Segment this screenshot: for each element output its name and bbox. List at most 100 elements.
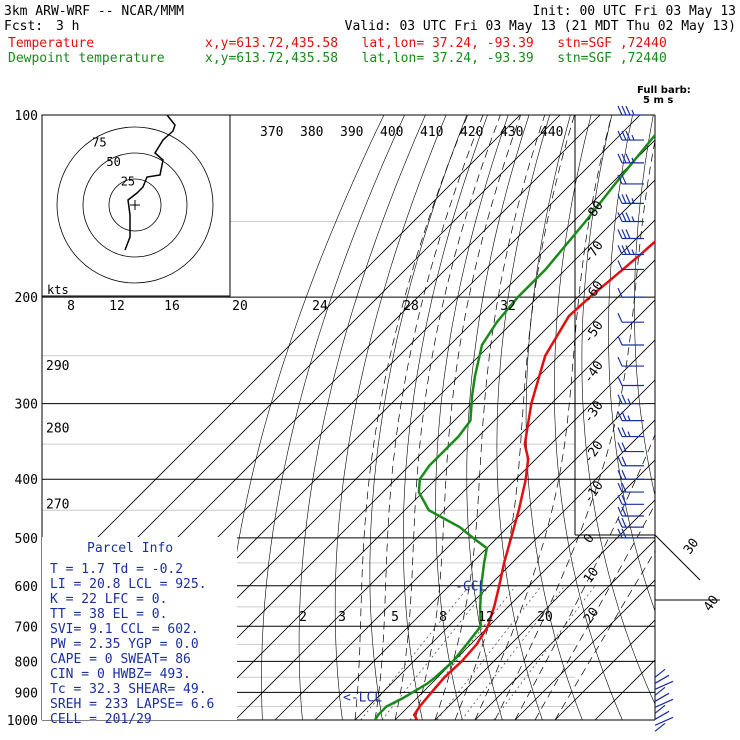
theta-label: 390 xyxy=(340,125,363,140)
moist-adiabat xyxy=(454,115,575,720)
parcel-info-row: SREH = 233 LAPSE= 6.6 xyxy=(50,697,214,712)
wind-barb xyxy=(617,229,644,240)
parcel-info-title: Parcel Info xyxy=(87,541,173,556)
dry-adiabat xyxy=(554,115,623,720)
barb-flag xyxy=(625,153,631,164)
barb-flag xyxy=(625,212,631,222)
pressure-tick-label: 200 xyxy=(15,291,38,306)
mixing-ratio-label: 2 xyxy=(299,610,307,625)
barb-flag xyxy=(621,394,627,404)
barb-flag xyxy=(621,442,627,452)
wind-barbs xyxy=(617,105,674,732)
moist-adiabat xyxy=(374,115,484,720)
barb-flag xyxy=(617,356,623,367)
barb-flag xyxy=(617,506,623,517)
hodograph-ring-label: 25 xyxy=(121,175,135,189)
surface-barb xyxy=(654,680,674,690)
barb-flag xyxy=(621,427,627,437)
isotherm-label: -50 xyxy=(581,318,607,346)
valid-time: Valid: 03 UTC Fri 03 May 13 (21 MDT Thu … xyxy=(345,19,736,34)
surface-barb xyxy=(654,698,674,708)
mixing-ratio-label: 8 xyxy=(67,299,75,314)
barb-half xyxy=(631,157,635,164)
barb-flag xyxy=(617,229,623,239)
theta-label: 440 xyxy=(540,125,563,140)
wind-barb xyxy=(617,212,644,223)
isotherm-label: 40 xyxy=(701,593,722,614)
mixing-ratio-label: 20 xyxy=(537,610,553,625)
parcel-info-row: TT = 38 EL = 0. xyxy=(50,607,167,622)
surface-barb xyxy=(654,716,674,726)
dewpoint-legend: Dewpoint temperature xyxy=(8,51,165,66)
barb-flag xyxy=(617,470,623,480)
wind-barb xyxy=(617,260,644,271)
dry-adiabat xyxy=(581,115,655,705)
barb-legend-units: 5 m s xyxy=(643,95,673,106)
barb-flag xyxy=(621,470,627,480)
barb-flag xyxy=(617,495,623,505)
moist-adiabat xyxy=(494,138,655,720)
barb-flag xyxy=(621,194,627,204)
barb-flag xyxy=(617,456,623,467)
barb-flag xyxy=(617,335,623,346)
mixing-ratio-line xyxy=(381,585,490,720)
dry-adiabat xyxy=(496,115,550,720)
theta-label: 380 xyxy=(300,125,323,140)
ccl-marker: -CCL xyxy=(455,580,486,595)
wind-barb xyxy=(617,528,644,539)
dry-adiabat xyxy=(222,115,385,720)
isotherm-line xyxy=(154,219,655,720)
barb-flag xyxy=(621,229,627,239)
dry-adiabat xyxy=(660,115,740,720)
barb-flag xyxy=(625,245,631,255)
surface-barb xyxy=(654,674,670,684)
dry-adiabat xyxy=(435,115,509,720)
skew-frame-edge xyxy=(654,534,701,581)
isotherm-line xyxy=(42,115,521,594)
barb-half xyxy=(627,431,631,437)
barb-flag xyxy=(617,312,623,323)
dry-adiabat xyxy=(334,115,447,720)
mixing-ratio-label: 3 xyxy=(338,610,346,625)
isotherm-label: 0 xyxy=(581,531,598,546)
barb-half xyxy=(631,249,635,255)
barb-flag xyxy=(621,456,627,467)
pressure-tick-label: 100 xyxy=(15,109,38,124)
parcel-info-row: Tc = 32.3 SHEAR= 49. xyxy=(50,682,207,697)
pressure-tick-label: 600 xyxy=(15,580,38,595)
barb-flag xyxy=(625,130,631,141)
wind-barb xyxy=(617,376,644,387)
pressure-tick-label: 900 xyxy=(15,686,38,701)
pressure-tick-label: 400 xyxy=(15,473,38,488)
parcel-info-box: Parcel Info T = 1.7 Td = -0.2LI = 20.8 L… xyxy=(42,537,237,727)
isotherm-label: -10 xyxy=(581,478,607,506)
lcl-marker: <-LCL xyxy=(343,691,382,706)
barb-flag xyxy=(617,287,623,298)
pressure-tick-label: 500 xyxy=(15,532,38,547)
parcel-info-row: T = 1.7 Td = -0.2 xyxy=(50,562,183,577)
moist-adiabat xyxy=(414,115,521,720)
barb-flag xyxy=(625,229,631,239)
hodograph-units: kts xyxy=(47,283,69,297)
temperature-profile xyxy=(412,239,655,720)
hodograph-ring xyxy=(56,126,214,284)
forecast-hours: 3 h xyxy=(56,19,79,34)
barb-flag xyxy=(621,528,627,539)
theta-label: 430 xyxy=(500,125,523,140)
surface-barb xyxy=(654,710,670,720)
mixing-ratio-label: 12 xyxy=(109,299,125,314)
pressure-tick-label: 700 xyxy=(15,620,38,635)
wind-barb xyxy=(617,495,644,505)
dry-adiabat xyxy=(684,115,740,720)
moist-adiabat xyxy=(474,115,613,720)
barb-flag xyxy=(625,105,631,116)
barb-flag xyxy=(617,482,623,493)
moist-adiabat xyxy=(514,433,655,720)
barb-flag xyxy=(621,212,627,222)
isotherm-label: -70 xyxy=(581,238,607,266)
dewpoint-profile xyxy=(373,133,655,720)
theta-label: 400 xyxy=(380,125,403,140)
barb-half xyxy=(631,198,635,204)
